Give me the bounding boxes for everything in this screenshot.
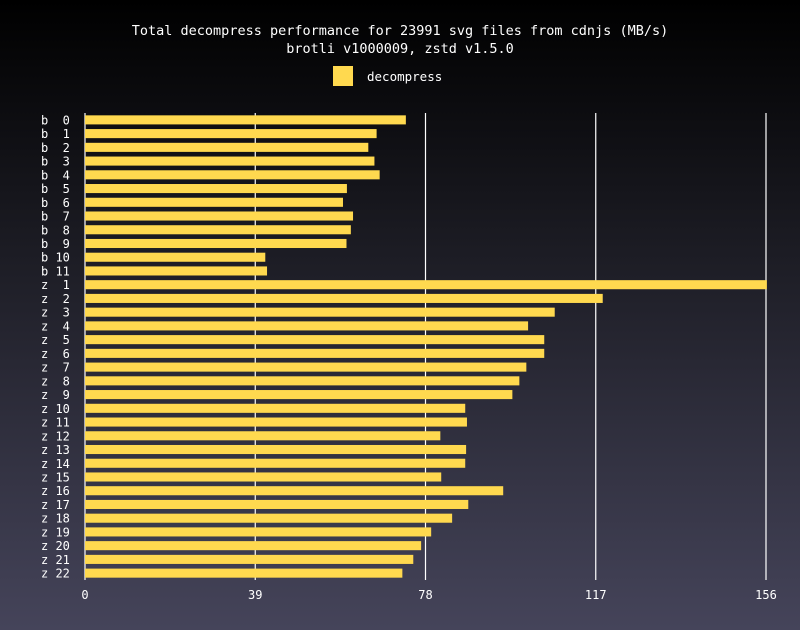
x-tick-label: 156 (755, 588, 777, 602)
x-tick-label: 0 (81, 588, 88, 602)
bar (85, 472, 442, 482)
bar (85, 499, 469, 509)
category-label: z 13 (41, 443, 70, 457)
category-label: z 14 (41, 457, 70, 471)
bar (85, 376, 520, 386)
category-label: b 5 (41, 182, 70, 196)
chart-title: Total decompress performance for 23991 s… (132, 23, 668, 39)
x-tick-label: 117 (585, 588, 607, 602)
bar (85, 335, 545, 345)
category-label: b 7 (41, 210, 70, 224)
gridlines (84, 113, 767, 580)
category-label: z 19 (41, 525, 70, 539)
category-label: z 21 (41, 553, 70, 567)
category-label: z 18 (41, 512, 70, 526)
category-label: b 9 (41, 237, 70, 251)
bar (85, 541, 422, 551)
bar (85, 225, 351, 235)
category-label: z 12 (41, 429, 70, 443)
chart-subtitle: brotli v1000009, zstd v1.5.0 (286, 41, 514, 57)
x-tick-label: 39 (248, 588, 262, 602)
x-tick-label: 78 (418, 588, 432, 602)
category-label: b 3 (41, 155, 70, 169)
legend-label: decompress (367, 69, 442, 84)
category-label: b 0 (41, 113, 70, 127)
bar (85, 115, 406, 125)
bar (85, 266, 268, 276)
bar (85, 348, 545, 358)
category-label: b 11 (41, 264, 70, 278)
bar (85, 403, 466, 413)
bar (85, 307, 555, 317)
category-label: z 7 (41, 361, 70, 375)
category-label: b 4 (41, 168, 70, 182)
category-label: z 11 (41, 416, 70, 430)
bar (85, 293, 603, 303)
category-label: z 22 (41, 567, 70, 581)
category-label: z 16 (41, 484, 70, 498)
bar (85, 362, 527, 372)
category-label: z 6 (41, 347, 70, 361)
legend-swatch (333, 66, 353, 86)
category-label: b 6 (41, 196, 70, 210)
x-tick-labels: 0 39 78 117 156 (81, 588, 776, 602)
category-label: z 2 (41, 292, 70, 306)
legend: decompress (333, 66, 442, 86)
category-label: b 1 (41, 127, 70, 141)
bar (85, 142, 369, 152)
bar (85, 156, 375, 166)
category-label: z 17 (41, 498, 70, 512)
bar (85, 417, 467, 427)
bars (85, 115, 767, 578)
category-label: z 4 (41, 319, 70, 333)
category-label: z 3 (41, 306, 70, 320)
bar (85, 129, 377, 139)
category-label: z 9 (41, 388, 70, 402)
bar (85, 527, 432, 537)
bar (85, 252, 266, 262)
category-label: z 10 (41, 402, 70, 416)
bar (85, 321, 529, 331)
bar (85, 197, 343, 207)
category-label: b 10 (41, 251, 70, 265)
bar (85, 513, 453, 523)
category-label: z 5 (41, 333, 70, 347)
bar (85, 170, 380, 180)
category-label: z 8 (41, 374, 70, 388)
category-label: z 1 (41, 278, 70, 292)
bar (85, 184, 347, 194)
bar (85, 554, 414, 564)
category-label: z 20 (41, 539, 70, 553)
bar (85, 568, 403, 578)
bar (85, 431, 441, 441)
bar (85, 390, 513, 400)
bar (85, 458, 466, 468)
bar (85, 211, 354, 221)
bar (85, 280, 767, 290)
category-label: b 2 (41, 141, 70, 155)
bar (85, 486, 504, 496)
bar (85, 238, 347, 249)
bar (85, 444, 467, 455)
category-labels: b 0b 1b 2b 3b 4b 5b 6b 7b 8b 9b 10b 11z … (41, 113, 70, 580)
category-label: z 15 (41, 470, 70, 484)
category-label: b 8 (41, 223, 70, 237)
